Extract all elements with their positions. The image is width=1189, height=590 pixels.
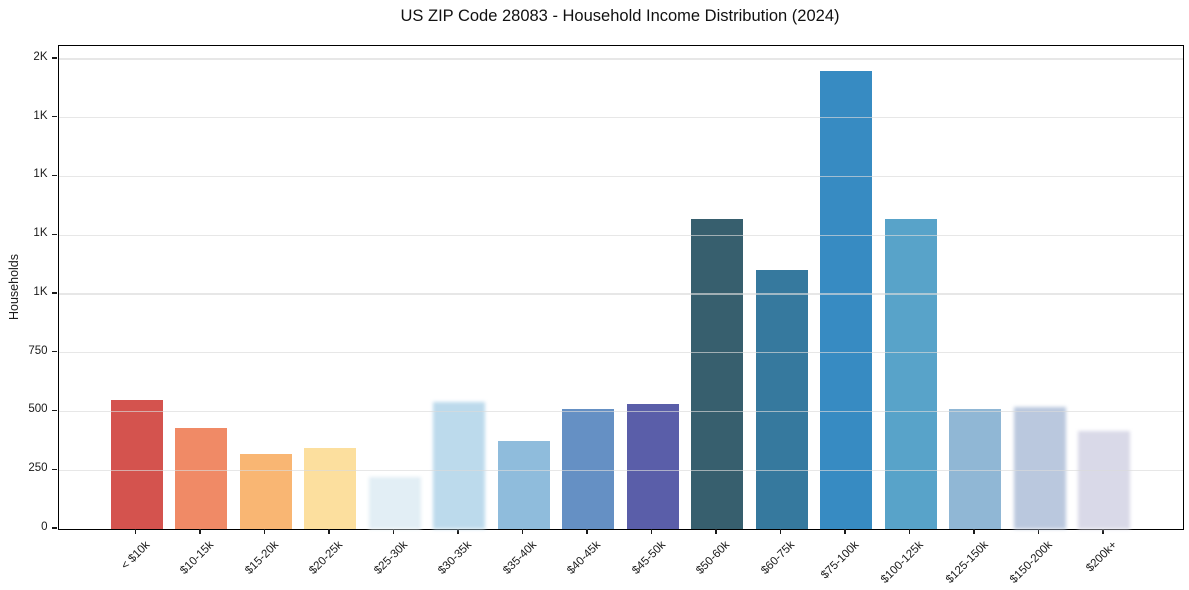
- x-tick-mark: [392, 529, 395, 534]
- y-tick-mark: [51, 116, 57, 118]
- x-tick-mark: [199, 529, 201, 534]
- x-tick-mark: [779, 529, 782, 534]
- x-tick-mark: [715, 529, 717, 534]
- x-tick-mark: [908, 529, 911, 534]
- chart-title: US ZIP Code 28083 - Household Income Dis…: [400, 7, 840, 25]
- gridline: [59, 469, 1183, 471]
- y-tick-label: 1K: [33, 285, 48, 298]
- x-tick-mark: [650, 529, 653, 534]
- bar: [562, 409, 614, 529]
- y-tick-label: 2K: [33, 50, 48, 63]
- y-tick-label: 750: [28, 344, 48, 357]
- y-tick-mark: [51, 233, 57, 235]
- x-tick-mark: [973, 529, 975, 534]
- y-tick-mark: [51, 174, 57, 177]
- bar: [884, 218, 937, 529]
- bar: [949, 409, 1001, 529]
- y-tick-mark: [51, 57, 57, 59]
- x-tick-mark: [457, 529, 459, 534]
- bar: [239, 453, 292, 529]
- y-tick-label: 1K: [33, 227, 48, 240]
- plot-area: [58, 45, 1184, 530]
- y-tick-label: 0: [41, 521, 48, 533]
- y-tick-mark: [51, 351, 57, 353]
- x-tick-mark: [1102, 529, 1104, 534]
- y-tick-label: 1K: [33, 168, 48, 181]
- x-tick-mark: [134, 529, 137, 534]
- y-tick-label: 500: [28, 403, 48, 416]
- x-tick-mark: [328, 529, 330, 534]
- bar: [820, 70, 872, 529]
- gridline: [59, 234, 1183, 236]
- y-tick-mark: [51, 409, 57, 412]
- bar: [433, 402, 485, 529]
- x-tick-mark: [1037, 529, 1040, 534]
- x-tick-mark: [263, 529, 266, 534]
- bar: [110, 399, 163, 529]
- bar: [368, 477, 421, 529]
- y-tick-mark: [51, 292, 57, 294]
- gridline: [59, 117, 1183, 119]
- gridline: [59, 175, 1183, 178]
- x-tick-label: $200k+: [1084, 539, 1120, 575]
- gridline: [59, 410, 1183, 413]
- y-tick-mark: [51, 468, 57, 470]
- bar: [175, 427, 227, 529]
- bar: [755, 270, 808, 529]
- bar: [497, 440, 550, 529]
- bar: [304, 447, 356, 529]
- y-tick-mark: [51, 527, 57, 529]
- x-tick-label-anchor: $200k+: [951, 535, 1119, 574]
- y-tick-label: 250: [28, 462, 48, 475]
- gridline: [59, 58, 1183, 60]
- bar: [1013, 406, 1066, 529]
- x-tick-mark: [844, 529, 846, 534]
- x-tick-mark: [521, 529, 524, 534]
- bar: [691, 218, 743, 529]
- bar: [626, 404, 679, 529]
- x-tick-mark: [586, 529, 588, 534]
- bar: [1078, 431, 1130, 529]
- y-tick-label: 1K: [33, 109, 48, 122]
- gridline: [59, 293, 1183, 295]
- gridline: [59, 352, 1183, 354]
